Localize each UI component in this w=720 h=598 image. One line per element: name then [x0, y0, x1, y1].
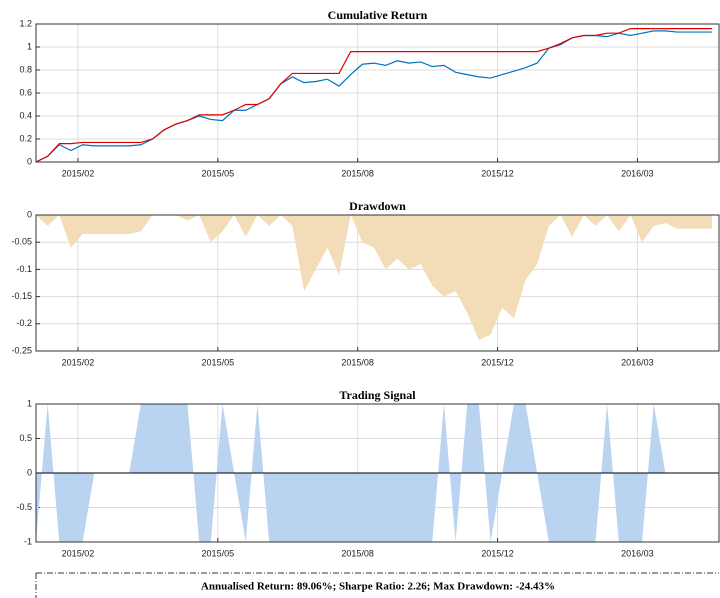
- y-tick-label: -0.1: [16, 264, 32, 274]
- y-tick-label: -0.5: [16, 502, 32, 512]
- x-tick-label: 2015/05: [202, 168, 235, 178]
- chart-title: Trading Signal: [339, 388, 416, 402]
- y-tick-label: 1.2: [19, 18, 32, 28]
- x-tick-label: 2015/08: [341, 357, 374, 367]
- y-tick-label: 0.6: [19, 87, 32, 97]
- y-tick-label: -1: [24, 536, 32, 546]
- axes-frame: [35, 214, 720, 352]
- y-tick-label: 0.5: [19, 433, 32, 443]
- x-tick-label: 2015/08: [341, 168, 374, 178]
- y-tick-label: -0.25: [11, 345, 32, 355]
- x-tick-label: 2015/05: [202, 548, 235, 558]
- x-tick-label: 2016/03: [621, 548, 654, 558]
- area: [36, 215, 713, 341]
- x-tick-label: 2015/02: [62, 168, 95, 178]
- x-tick-label: 2015/08: [341, 548, 374, 558]
- axes-frame: [35, 23, 720, 163]
- x-tick-label: 2016/03: [621, 357, 654, 367]
- y-tick-label: 1: [27, 398, 32, 408]
- x-tick-label: 2016/03: [621, 168, 654, 178]
- annotation: Annualised Return: 89.06%; Sharpe Ratio:…: [201, 581, 555, 593]
- y-tick-label: -0.15: [11, 291, 32, 301]
- y-tick-label: 0.4: [19, 110, 32, 120]
- x-tick-label: 2015/12: [481, 357, 514, 367]
- line: [35, 28, 713, 163]
- chart-title: Cumulative Return: [328, 8, 428, 22]
- y-tick-label: 1: [27, 41, 32, 51]
- line: [35, 30, 713, 163]
- x-tick-label: 2015/05: [202, 357, 235, 367]
- y-tick-label: -0.2: [16, 318, 32, 328]
- x-tick-label: 2015/12: [481, 168, 514, 178]
- y-tick-label: -0.05: [11, 237, 32, 247]
- y-tick-label: 0.8: [19, 64, 32, 74]
- y-tick-label: 0.2: [19, 133, 32, 143]
- y-tick-label: 0: [27, 156, 32, 166]
- x-tick-label: 2015/12: [481, 548, 514, 558]
- chart-title: Drawdown: [349, 199, 406, 213]
- x-tick-label: 2015/02: [62, 548, 95, 558]
- y-tick-label: 0: [27, 209, 32, 219]
- y-tick-label: 0: [27, 467, 32, 477]
- axes-frame: [35, 403, 720, 543]
- x-tick-label: 2015/02: [62, 357, 95, 367]
